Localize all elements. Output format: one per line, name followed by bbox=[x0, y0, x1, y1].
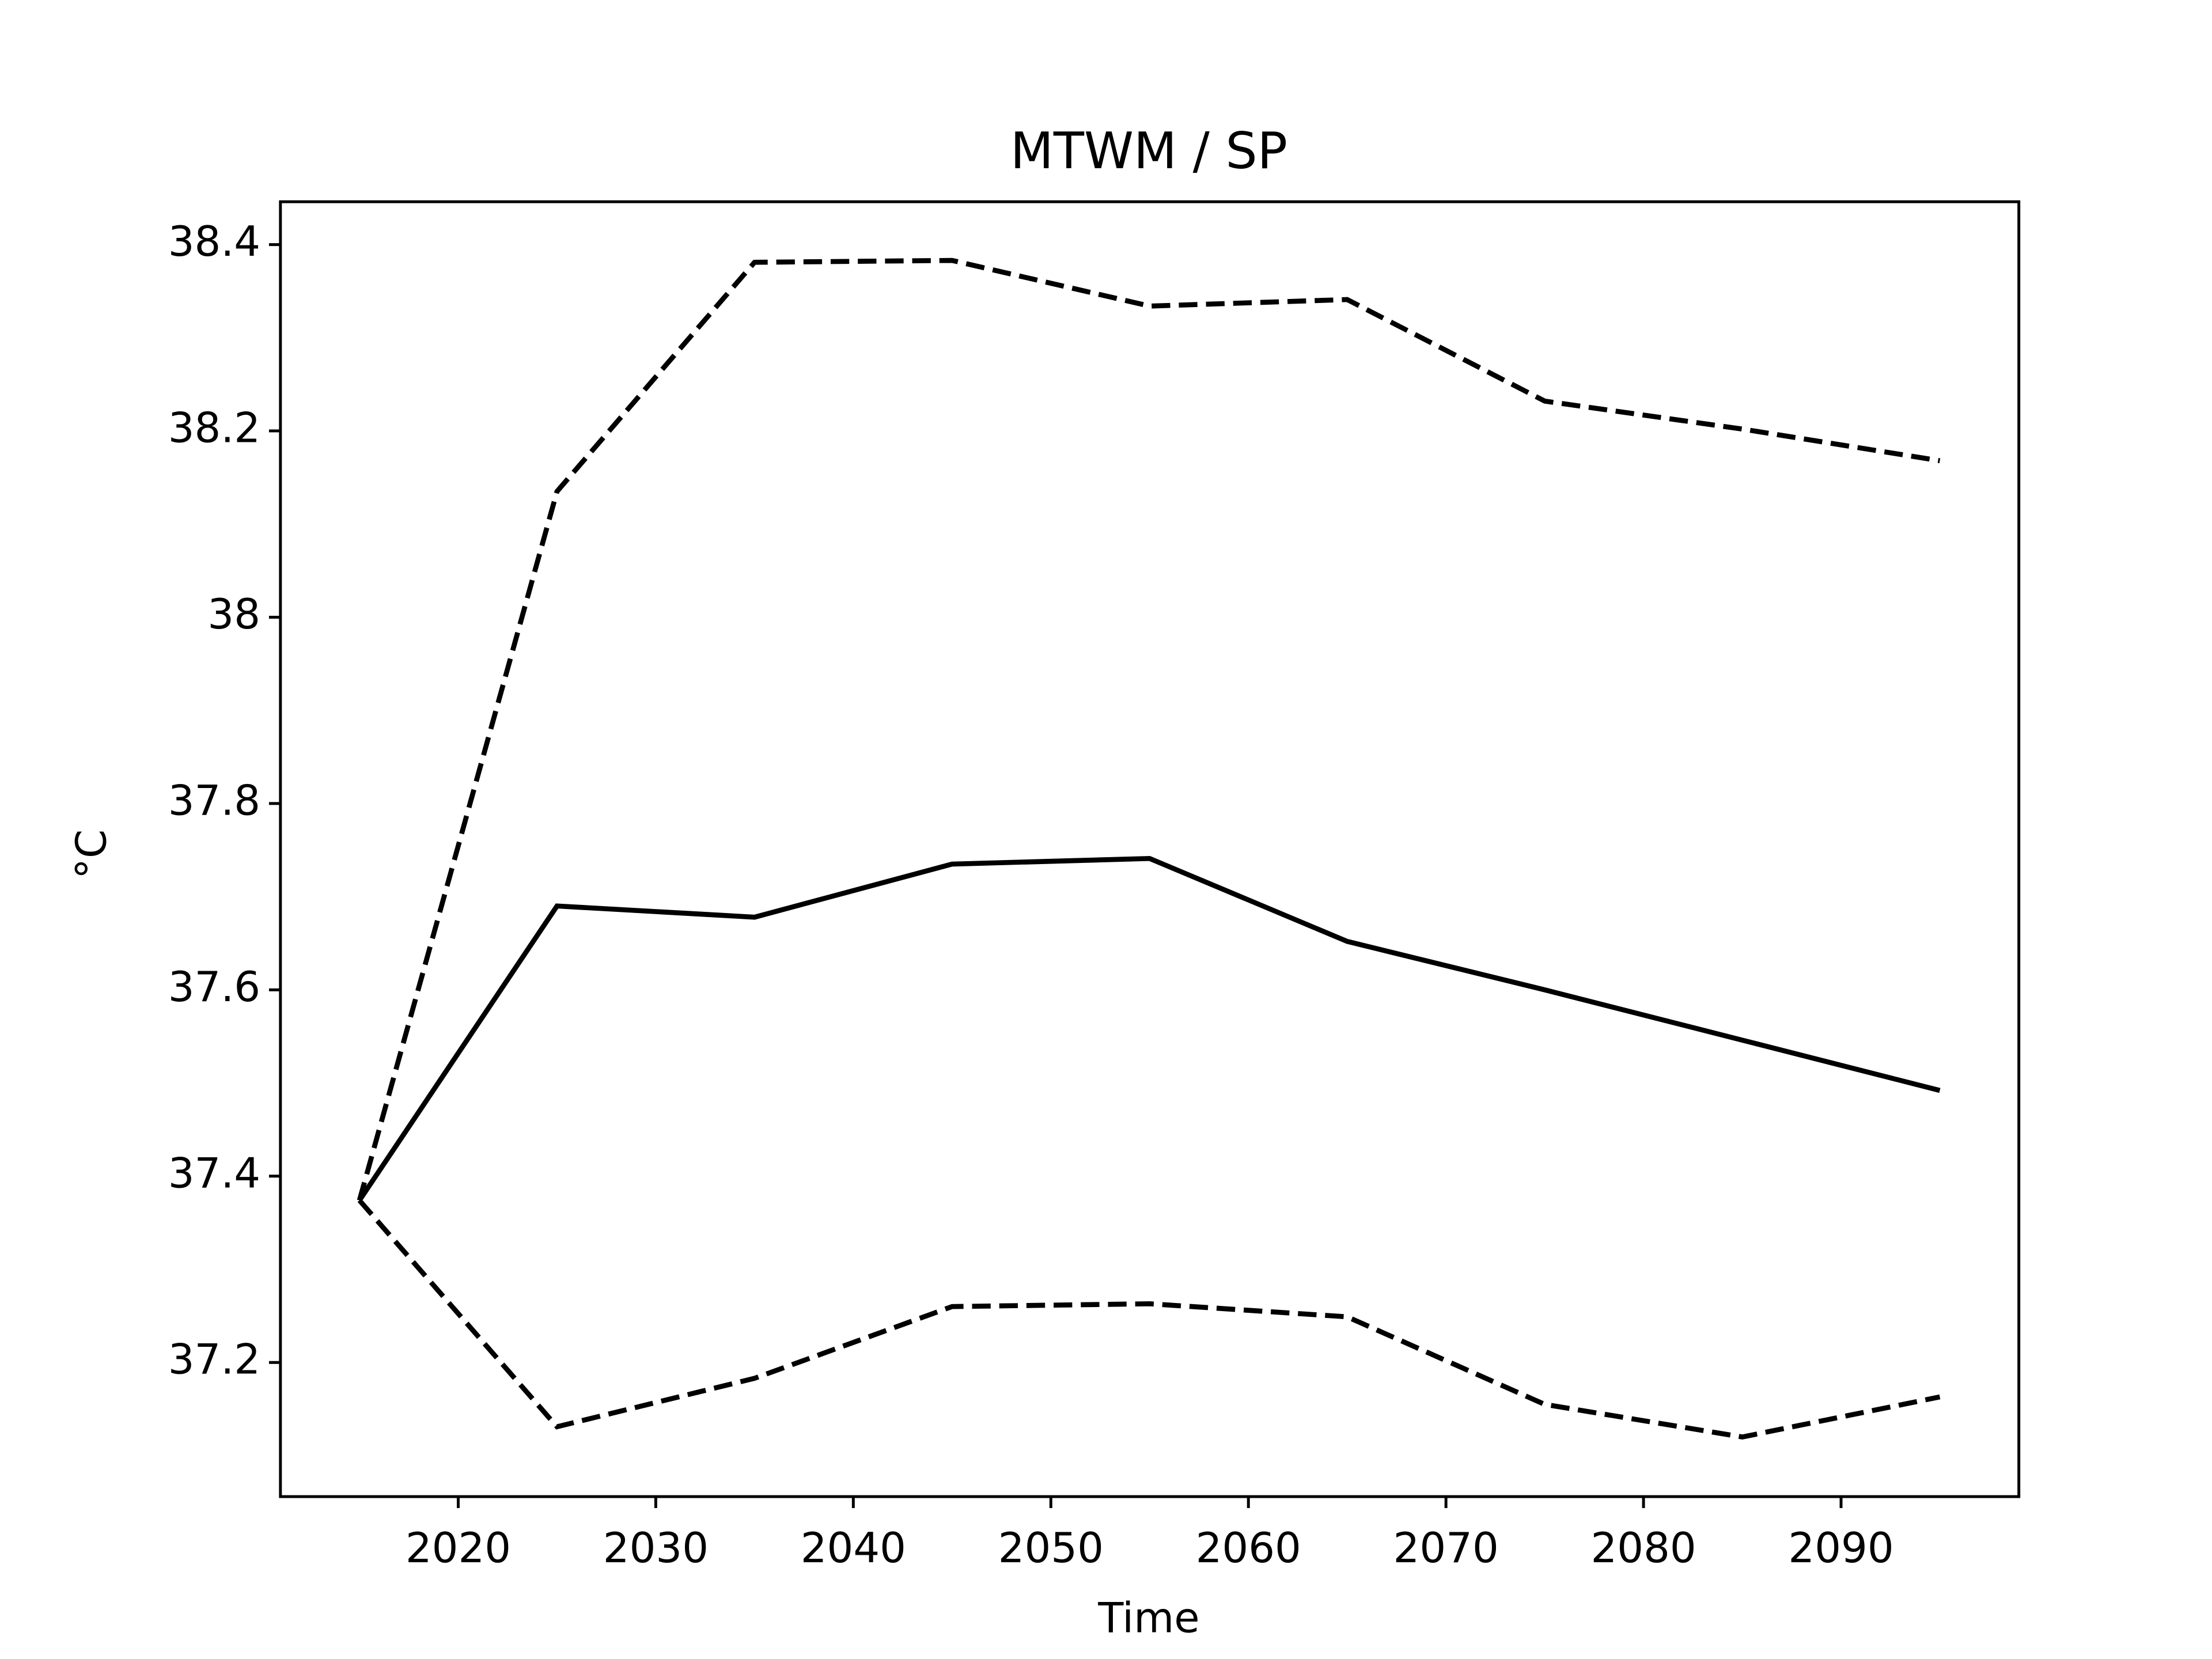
x-axis-label: Time bbox=[1097, 1594, 1199, 1642]
series-line bbox=[357, 1198, 1941, 1440]
x-tick-label: 2050 bbox=[998, 1524, 1104, 1572]
x-tick-label: 2030 bbox=[603, 1524, 709, 1572]
y-tick-label: 37.4 bbox=[168, 1149, 260, 1197]
y-tick-label: 37.6 bbox=[168, 963, 260, 1011]
x-tick-label: 2020 bbox=[406, 1524, 511, 1572]
plot-frame bbox=[279, 200, 2021, 1498]
y-tick-label: 38.4 bbox=[168, 217, 260, 266]
x-tick-label: 2080 bbox=[1590, 1524, 1696, 1572]
y-tick-label: 38 bbox=[207, 590, 260, 638]
y-tick-label: 37.8 bbox=[168, 776, 260, 824]
x-tick-label: 2060 bbox=[1196, 1524, 1301, 1572]
x-tick-label: 2090 bbox=[1788, 1524, 1893, 1572]
series-line bbox=[357, 855, 1941, 1202]
y-tick-label: 38.2 bbox=[168, 404, 260, 452]
series-line bbox=[357, 257, 1941, 1201]
x-tick-label: 2040 bbox=[801, 1524, 906, 1572]
y-axis-label: °C bbox=[67, 830, 115, 879]
x-tick-label: 2070 bbox=[1393, 1524, 1499, 1572]
y-tick-label: 37.2 bbox=[168, 1335, 260, 1384]
chart-title: MTWM / SP bbox=[1010, 122, 1287, 180]
